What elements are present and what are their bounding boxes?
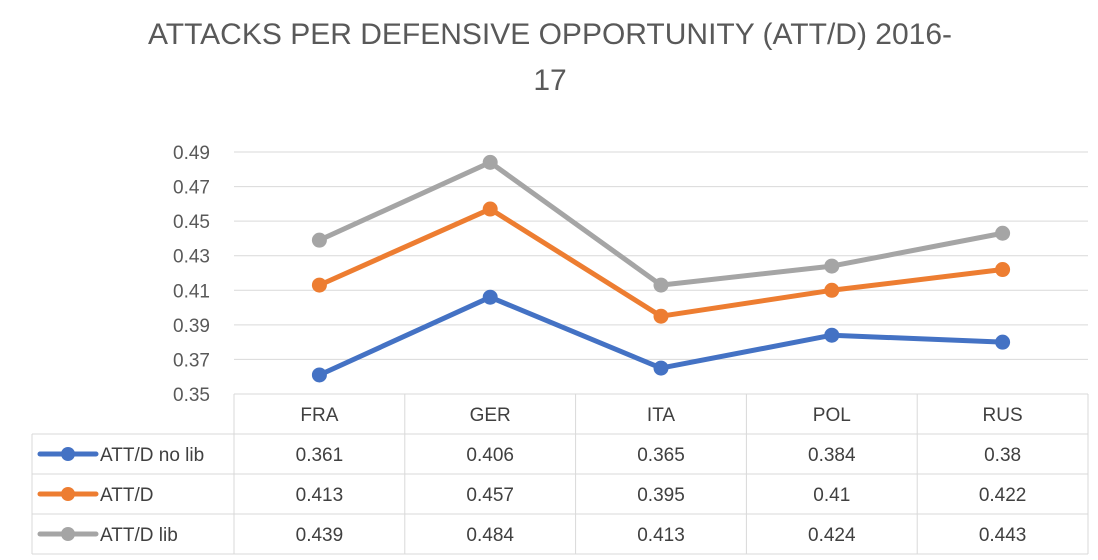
- y-tick-label: 0.37: [173, 350, 210, 371]
- category-label: FRA: [300, 405, 338, 426]
- table-cell: 0.38: [984, 445, 1021, 466]
- y-tick-label: 0.45: [173, 212, 210, 233]
- data-table: FRA GER ITA POL RUS ATT/D no lib 0.361 0.406 0.3…: [31, 393, 1089, 555]
- data-point: [653, 277, 669, 293]
- y-tick-label: 0.47: [173, 178, 210, 199]
- series-line-2: [316, 159, 1006, 288]
- legend-label: ATT/D lib: [100, 525, 178, 546]
- category-label: RUS: [983, 405, 1023, 426]
- y-axis: 0.35 0.37 0.39 0.41 0.43 0.45 0.47 0.49: [173, 143, 210, 406]
- category-label: POL: [813, 405, 851, 426]
- table-cell: 0.361: [296, 445, 344, 466]
- chart-title-line-2: 17: [533, 64, 566, 97]
- y-tick-label: 0.41: [173, 281, 210, 302]
- table-cell: 0.422: [979, 485, 1027, 506]
- y-tick-label: 0.43: [173, 247, 210, 268]
- table-cell: 0.443: [979, 525, 1027, 546]
- data-point: [824, 282, 840, 298]
- legend-marker: [61, 447, 75, 461]
- plot-area: [311, 154, 1011, 383]
- y-tick-label: 0.39: [173, 316, 210, 337]
- table-cell: 0.457: [466, 485, 514, 506]
- legend-marker: [61, 487, 75, 501]
- data-point: [995, 262, 1011, 278]
- table-cell: 0.406: [466, 445, 514, 466]
- table-cell: 0.413: [296, 485, 344, 506]
- data-point: [995, 225, 1011, 241]
- series-line-1: [316, 206, 1006, 319]
- data-point: [653, 360, 669, 376]
- table-cell: 0.365: [637, 445, 685, 466]
- table-cell: 0.41: [813, 485, 850, 506]
- legend-marker: [61, 527, 75, 541]
- data-point: [482, 289, 498, 305]
- data-point: [653, 308, 669, 324]
- table-cell: 0.384: [808, 445, 856, 466]
- category-label: GER: [470, 405, 511, 426]
- y-tick-label: 0.35: [173, 385, 210, 406]
- category-label: ITA: [647, 405, 675, 426]
- data-point: [482, 154, 498, 170]
- table-cell: 0.484: [466, 525, 514, 546]
- data-point: [995, 334, 1011, 350]
- chart-title-line-1: ATTACKS PER DEFENSIVE OPPORTUNITY (ATT/D…: [148, 18, 952, 51]
- data-point: [482, 201, 498, 217]
- data-point: [311, 232, 327, 248]
- data-point: [824, 258, 840, 274]
- y-tick-label: 0.49: [173, 143, 210, 164]
- legend-label: ATT/D no lib: [100, 445, 204, 466]
- table-cell: 0.395: [637, 485, 685, 506]
- table-cell: 0.439: [296, 525, 344, 546]
- data-point: [311, 367, 327, 383]
- legend-label: ATT/D: [100, 485, 153, 506]
- data-point: [824, 327, 840, 343]
- data-point: [311, 277, 327, 293]
- table-cell: 0.413: [637, 525, 685, 546]
- table-cell: 0.424: [808, 525, 856, 546]
- gridlines: [234, 151, 1088, 360]
